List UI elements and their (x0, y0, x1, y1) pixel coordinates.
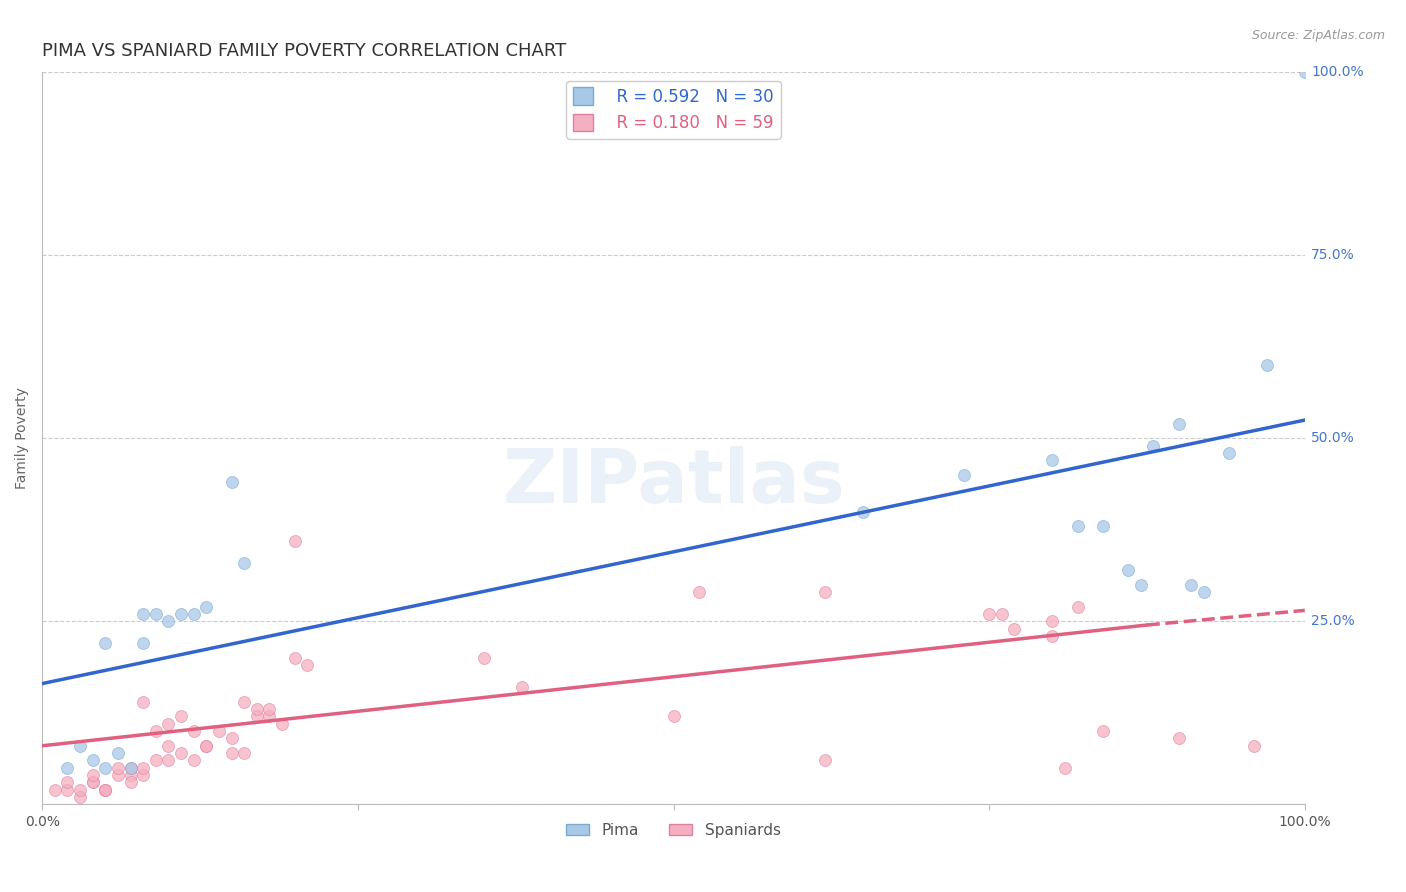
Point (1167, 417, 1189, 431)
Point (157, 739, 180, 753)
Point (157, 716, 180, 731)
Point (259, 709, 281, 723)
Point (170, 709, 193, 723)
Point (1091, 519, 1114, 533)
Point (94, 782, 117, 797)
Point (979, 607, 1001, 621)
Point (82, 775, 104, 789)
Point (1066, 519, 1088, 533)
Point (94, 761, 117, 775)
Point (246, 709, 269, 723)
Point (1142, 439, 1164, 453)
Point (1167, 731, 1189, 746)
Point (120, 761, 142, 775)
Point (170, 746, 193, 760)
Point (44, 782, 66, 797)
Point (1116, 563, 1139, 577)
Point (107, 768, 129, 782)
Point (852, 504, 875, 518)
Point (56, 775, 79, 789)
Point (82, 753, 104, 767)
Point (120, 761, 142, 775)
Point (132, 761, 155, 775)
Point (953, 467, 976, 482)
Point (233, 556, 256, 570)
Point (94, 782, 117, 797)
Point (284, 533, 307, 548)
Point (814, 585, 837, 599)
Point (662, 709, 685, 723)
Point (1218, 446, 1240, 460)
Point (195, 739, 218, 753)
Point (814, 753, 837, 767)
Point (208, 724, 231, 739)
Point (1040, 453, 1063, 467)
Point (297, 658, 319, 673)
Point (1129, 578, 1152, 592)
Point (1002, 622, 1025, 636)
Point (1066, 599, 1088, 614)
Point (94, 636, 117, 650)
Point (69, 782, 91, 797)
Point (69, 739, 91, 753)
Point (183, 753, 205, 767)
Point (221, 731, 243, 746)
Point (157, 615, 180, 629)
Text: 75.0%: 75.0% (1312, 248, 1355, 262)
Point (688, 585, 710, 599)
Text: 100.0%: 100.0% (1312, 65, 1364, 79)
Point (82, 768, 104, 782)
Y-axis label: Family Poverty: Family Poverty (15, 387, 30, 490)
Legend: Pima, Spaniards: Pima, Spaniards (560, 817, 787, 844)
Point (82, 775, 104, 789)
Point (472, 651, 495, 665)
Point (56, 761, 79, 775)
Point (271, 716, 294, 731)
Point (246, 702, 269, 716)
Point (145, 724, 167, 739)
Point (56, 782, 79, 797)
Text: Source: ZipAtlas.com: Source: ZipAtlas.com (1251, 29, 1385, 42)
Text: PIMA VS SPANIARD FAMILY POVERTY CORRELATION CHART: PIMA VS SPANIARD FAMILY POVERTY CORRELAT… (42, 42, 567, 60)
Point (1091, 724, 1114, 739)
Point (69, 789, 91, 804)
Point (510, 680, 533, 694)
Point (107, 746, 129, 760)
Point (284, 651, 307, 665)
Point (1243, 739, 1265, 753)
Point (145, 607, 167, 621)
Point (1053, 761, 1076, 775)
Point (94, 782, 117, 797)
Point (120, 768, 142, 782)
Point (195, 599, 218, 614)
Point (991, 607, 1014, 621)
Point (1256, 358, 1278, 372)
Point (170, 607, 193, 621)
Point (132, 607, 155, 621)
Point (183, 724, 205, 739)
Point (1180, 578, 1202, 592)
Point (183, 607, 205, 621)
Point (221, 746, 243, 760)
Point (145, 753, 167, 767)
Point (1040, 629, 1063, 643)
Point (132, 636, 155, 650)
Text: ZIPatlas: ZIPatlas (502, 446, 845, 519)
Point (1192, 585, 1215, 599)
Point (233, 746, 256, 760)
Point (132, 768, 155, 782)
Text: 25.0%: 25.0% (1312, 615, 1355, 628)
Text: 50.0%: 50.0% (1312, 432, 1355, 445)
Point (157, 753, 180, 767)
Point (1294, 65, 1316, 79)
Point (1040, 615, 1063, 629)
Point (221, 475, 243, 490)
Point (132, 695, 155, 709)
Point (107, 761, 129, 775)
Point (259, 702, 281, 716)
Point (233, 695, 256, 709)
Point (120, 775, 142, 789)
Point (195, 739, 218, 753)
